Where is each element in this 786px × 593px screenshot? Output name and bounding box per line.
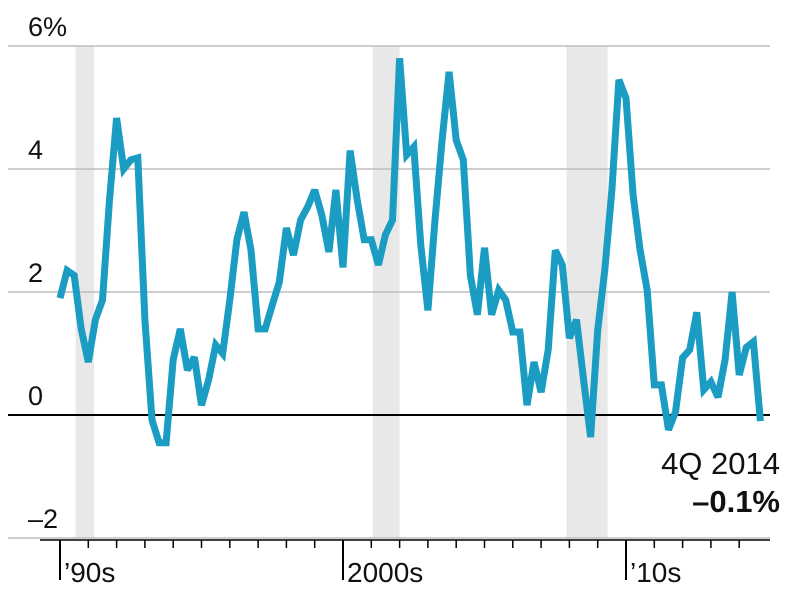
annotation: 4Q 2014 xyxy=(661,446,780,481)
x-tick-label: ’90s xyxy=(64,557,115,588)
y-tick-label: 4 xyxy=(28,135,43,165)
y-tick-label: 2 xyxy=(28,258,43,288)
line-layer xyxy=(56,58,764,447)
x-tick-label: ’10s xyxy=(630,557,681,588)
y-tick-label: 0 xyxy=(28,381,43,411)
y-tick-label: 6% xyxy=(28,12,67,42)
y-tick-label: –2 xyxy=(28,504,58,534)
x-axis xyxy=(40,539,770,580)
label-layer: –2 0 2 4 6% ’90s 2000s ’10s –0.1%4Q 2014 xyxy=(28,12,780,588)
x-tick-label: 2000s xyxy=(347,557,423,588)
value-label: –0.1% xyxy=(692,484,780,519)
grid-layer xyxy=(8,45,770,539)
data-line xyxy=(56,58,764,447)
